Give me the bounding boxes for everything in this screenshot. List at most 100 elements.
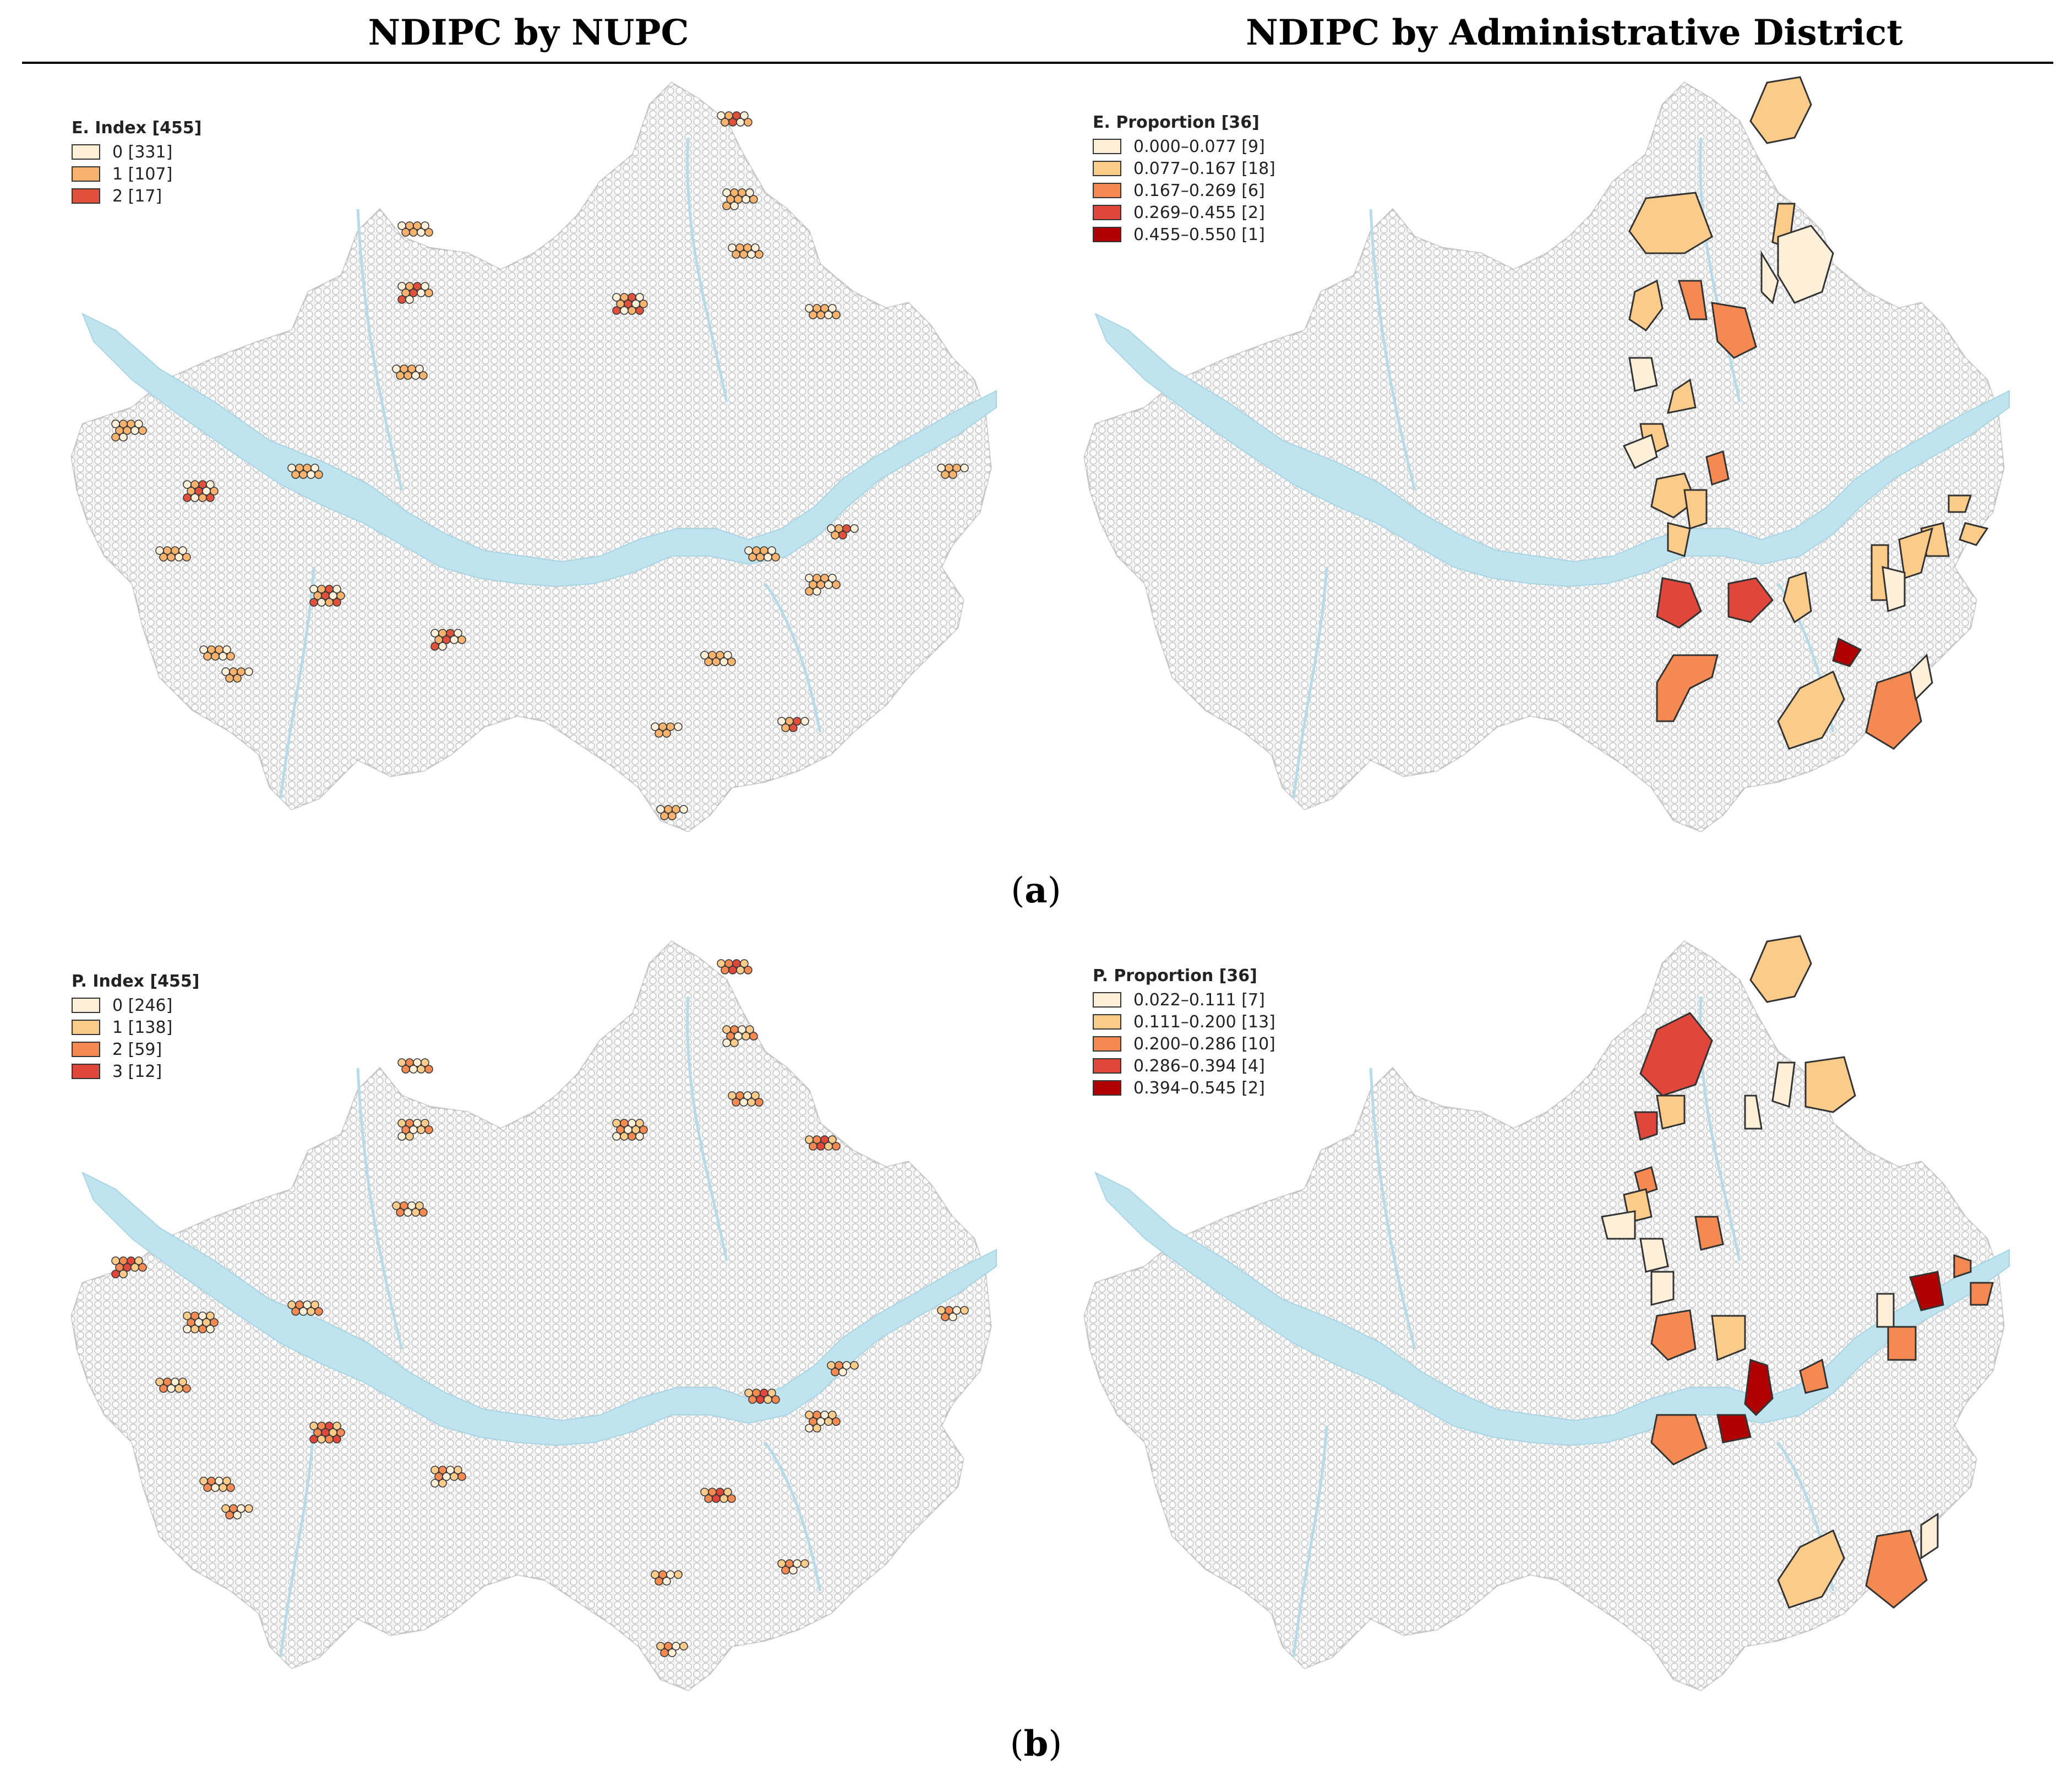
tributary-stream <box>356 209 404 491</box>
city-layer <box>1083 81 2005 832</box>
nupc-cell <box>635 306 644 315</box>
nupc-cell <box>748 553 757 562</box>
legend-swatch <box>1093 139 1121 154</box>
nupc-cell <box>660 1648 669 1657</box>
district-polygon <box>1865 671 1922 750</box>
nupc-cell <box>211 652 220 661</box>
district-polygon <box>1887 1326 1917 1361</box>
legend-label: 0.269–0.455 [2] <box>1133 203 1265 222</box>
nupc-cell <box>332 585 341 594</box>
nupc-cell <box>824 1417 833 1426</box>
nupc-cell <box>421 1119 429 1128</box>
nupc-cell <box>244 1504 253 1513</box>
tributary-stream <box>686 996 728 1261</box>
map-a-district <box>1083 76 2010 832</box>
nupc-cell <box>438 1479 447 1488</box>
nupc-cell <box>628 1132 636 1141</box>
hex-grid <box>72 83 991 831</box>
district-polygon <box>1909 653 1933 701</box>
nupc-cell <box>756 1395 765 1404</box>
legend-label: 0.286–0.394 [4] <box>1133 1056 1265 1076</box>
legend-label: 1 [107] <box>112 164 173 184</box>
nupc-cell <box>206 493 215 502</box>
nupc-cell <box>824 1142 833 1151</box>
legend-label: 0.077–0.167 [18] <box>1133 159 1275 178</box>
nupc-cell <box>832 311 841 319</box>
nupc-cell <box>828 1135 837 1144</box>
legend-row: 0.394–0.545 [2] <box>1093 1077 1275 1099</box>
nupc-cell <box>325 598 334 607</box>
legend-row: 0.022–0.111 [7] <box>1093 989 1275 1011</box>
nupc-cell <box>178 1377 187 1386</box>
legend-b-right: P. Proportion [36] 0.022–0.111 [7] 0.111… <box>1093 966 1275 1099</box>
nupc-cell <box>424 288 433 297</box>
nupc-cell <box>668 1648 677 1657</box>
nupc-cell <box>210 487 219 496</box>
nupc-cell <box>739 250 748 259</box>
nupc-cell <box>226 652 235 661</box>
nupc-cell <box>424 1125 433 1134</box>
legend-swatch <box>1093 227 1121 242</box>
district-polygon <box>1771 1061 1796 1108</box>
district-polygon <box>1628 357 1658 392</box>
nupc-cell <box>813 1424 821 1433</box>
district-polygon <box>1622 433 1658 470</box>
nupc-cell <box>723 651 732 660</box>
nupc-cell <box>450 635 459 644</box>
nupc-cell <box>744 966 753 974</box>
nupc-cell <box>662 1577 671 1586</box>
nupc-cell <box>336 591 345 600</box>
legend-row: 1 [138] <box>72 1016 200 1038</box>
legend-swatch <box>72 188 100 204</box>
district-polygon <box>1953 1254 1972 1279</box>
district-polygon <box>1909 1271 1944 1311</box>
nupc-cell <box>771 1395 780 1404</box>
nupc-cell <box>417 228 426 237</box>
nupc-cell <box>660 812 669 820</box>
nupc-cell <box>175 1384 183 1393</box>
legend-row: 2 [17] <box>72 185 202 207</box>
district-polygon <box>1601 1210 1636 1240</box>
district-polygon <box>1667 522 1691 557</box>
nupc-cell <box>401 228 410 237</box>
nupc-cell <box>832 580 841 589</box>
nupc-cell <box>824 311 833 319</box>
han-river <box>1094 312 2010 587</box>
nupc-cell <box>457 635 466 644</box>
nupc-cell <box>800 717 809 726</box>
nupc-cell <box>291 1307 300 1316</box>
nupc-cell <box>182 1384 191 1393</box>
nupc-cell <box>809 1142 817 1151</box>
nupc-cell <box>396 371 405 380</box>
nupc-cell <box>832 1417 841 1426</box>
legend-swatch <box>1093 1014 1121 1030</box>
nupc-cell <box>332 1435 341 1444</box>
nupc-cell <box>430 642 439 651</box>
district-polygon <box>1970 1282 1994 1306</box>
legend-row: 0 [331] <box>72 141 202 163</box>
nupc-cell <box>721 966 729 974</box>
legend-label: 0.200–0.286 [10] <box>1133 1034 1275 1054</box>
nupc-cell <box>741 1032 750 1041</box>
nupc-cell <box>405 295 414 304</box>
nupc-cell <box>655 729 663 738</box>
legend-label: 0 [331] <box>112 142 173 162</box>
tributary-stream <box>1292 1425 1328 1658</box>
nupc-cell <box>948 470 957 479</box>
district-polygon <box>1898 527 1934 579</box>
map-b-district <box>1083 935 2010 1691</box>
district-polygon <box>1782 571 1812 624</box>
nupc-cell <box>755 1098 764 1107</box>
nupc-cell <box>850 524 859 533</box>
nupc-cell <box>736 966 745 974</box>
legend-label: 1 [138] <box>112 1017 173 1037</box>
legend-label: 0.394–0.545 [2] <box>1133 1078 1265 1098</box>
nupc-cell <box>612 1132 621 1141</box>
han-river <box>81 1171 997 1446</box>
district-polygon <box>1683 489 1708 530</box>
nupc-cell <box>411 371 420 380</box>
legend-title: E. Index [455] <box>72 118 202 138</box>
district-polygon <box>1832 637 1862 667</box>
nupc-cell <box>111 433 120 442</box>
nupc-cell <box>674 722 683 731</box>
